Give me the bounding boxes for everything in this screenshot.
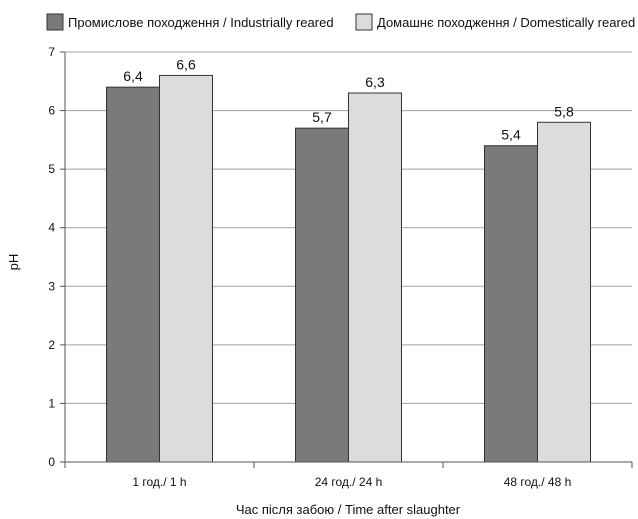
legend: Промислове походження / Industrially rea… bbox=[46, 13, 635, 31]
bar bbox=[537, 121, 591, 463]
x-axis-title: Час після забою / Time after slaughter bbox=[236, 502, 461, 517]
x-tick-label: 48 год./ 48 h bbox=[504, 475, 572, 489]
data-label: 5,7 bbox=[312, 109, 332, 125]
legend-swatch bbox=[46, 13, 64, 31]
data-label: 6,6 bbox=[176, 56, 196, 72]
y-tick-label: 5 bbox=[48, 162, 55, 176]
y-tick-label: 6 bbox=[48, 104, 55, 118]
bar bbox=[484, 145, 538, 463]
bar bbox=[348, 92, 402, 463]
y-axis: 0 1 2 3 4 5 6 7 bbox=[48, 45, 66, 469]
bar bbox=[106, 86, 160, 463]
data-label: 5,4 bbox=[501, 127, 521, 143]
y-tick-label: 3 bbox=[48, 279, 55, 293]
y-tick-label: 1 bbox=[48, 396, 55, 410]
legend-label: Домашнє походження / Domestically reared bbox=[377, 15, 635, 30]
legend-label: Промислове походження / Industrially rea… bbox=[68, 15, 334, 30]
y-tick-label: 0 bbox=[48, 455, 55, 469]
y-tick-label: 4 bbox=[48, 221, 55, 235]
bars: 6,4 6,6 5,7 6,3 5,4 5,8 bbox=[106, 56, 591, 463]
y-axis-title: pH bbox=[6, 254, 21, 271]
y-tick-label: 7 bbox=[48, 45, 55, 59]
x-tick-label: 24 год./ 24 h bbox=[315, 475, 383, 489]
data-label: 6,3 bbox=[365, 74, 385, 90]
x-tick-label: 1 год./ 1 h bbox=[132, 475, 186, 489]
legend-swatch bbox=[355, 13, 373, 31]
bar bbox=[295, 127, 349, 463]
data-label: 5,8 bbox=[554, 103, 574, 119]
y-tick-label: 2 bbox=[48, 338, 55, 352]
x-axis: 1 год./ 1 h 24 год./ 24 h 48 год./ 48 h bbox=[64, 461, 633, 489]
bar bbox=[159, 74, 213, 463]
data-label: 6,4 bbox=[123, 68, 143, 84]
